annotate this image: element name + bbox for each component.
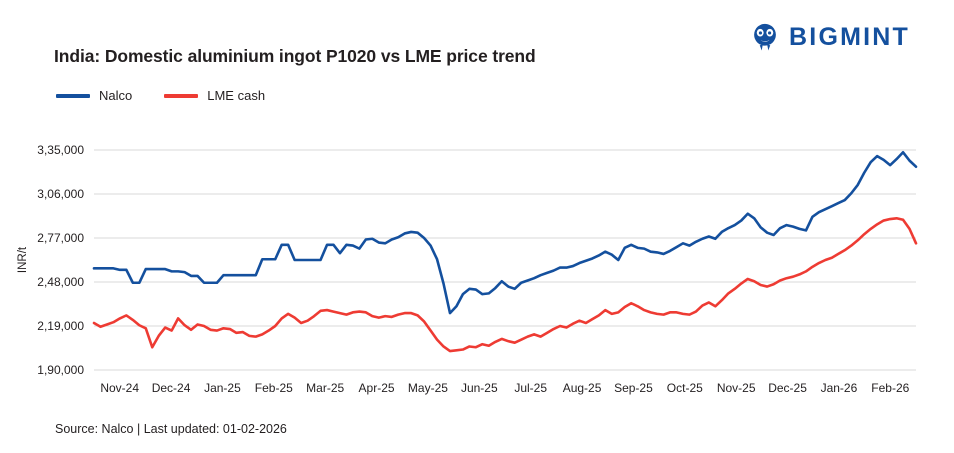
legend-label-nalco: Nalco [99, 88, 133, 103]
x-axis-tick-label: Feb-26 [871, 381, 909, 395]
legend-item-lme-cash[interactable]: LME cash [164, 88, 265, 103]
x-axis-tick-label: Feb-25 [255, 381, 293, 395]
legend-item-nalco[interactable]: Nalco [56, 88, 132, 103]
source-note: Source: Nalco | Last updated: 01-02-2026 [55, 422, 287, 436]
x-axis-tick-label: Dec-24 [152, 381, 191, 395]
legend-swatch-lme-cash [164, 93, 199, 98]
y-axis-tick-label: 3,06,000 [37, 187, 84, 201]
x-axis-tick-label: Oct-25 [667, 381, 703, 395]
x-axis-tick-label: Jan-26 [821, 381, 858, 395]
x-axis-tick-label: Nov-25 [717, 381, 756, 395]
chart-container: 3,35,000 3,06,000 2,77,000 2,48,000 2,19,000… [0, 118, 954, 398]
x-axis-tick-label: Apr-25 [359, 381, 395, 395]
y-axis-tick-label: 2,48,000 [37, 275, 84, 289]
x-axis-tick-label: May-25 [408, 381, 448, 395]
series-line-lme-cash [92, 216, 918, 353]
chart-legend: Nalco LME cash [56, 88, 265, 103]
x-axis-tick-label: Aug-25 [563, 381, 602, 395]
y-axis-title: INR/t [17, 246, 29, 273]
x-axis-tick-label: Nov-24 [100, 381, 139, 395]
x-axis-tick-label: Jan-25 [204, 381, 241, 395]
x-axis-tick-label: Jul-25 [514, 381, 547, 395]
x-axis-tick-label: Mar-25 [306, 381, 344, 395]
series-line-nalco [92, 150, 918, 315]
y-axis-tick-label: 3,35,000 [37, 143, 84, 157]
y-axis-tick-label: 2,19,000 [37, 319, 84, 333]
brand-name: BIGMINT [789, 22, 910, 51]
legend-label-lme-cash: LME cash [207, 88, 266, 103]
brand-logo: BIGMINT [750, 22, 910, 52]
y-axis-tick-label: 2,77,000 [37, 231, 84, 245]
price-trend-line-chart: 3,35,000 3,06,000 2,77,000 2,48,000 2,19,000… [17, 143, 918, 395]
y-axis-tick-label: 1,90,000 [37, 363, 84, 377]
x-axis-tick-label: Sep-25 [614, 381, 653, 395]
page-title: India: Domestic aluminium ingot P1020 vs… [54, 46, 536, 66]
x-axis-tick-label: Dec-25 [768, 381, 807, 395]
legend-swatch-nalco [56, 93, 90, 98]
bigmint-mascot-icon [754, 23, 776, 51]
x-axis-tick-label: Jun-25 [461, 381, 498, 395]
